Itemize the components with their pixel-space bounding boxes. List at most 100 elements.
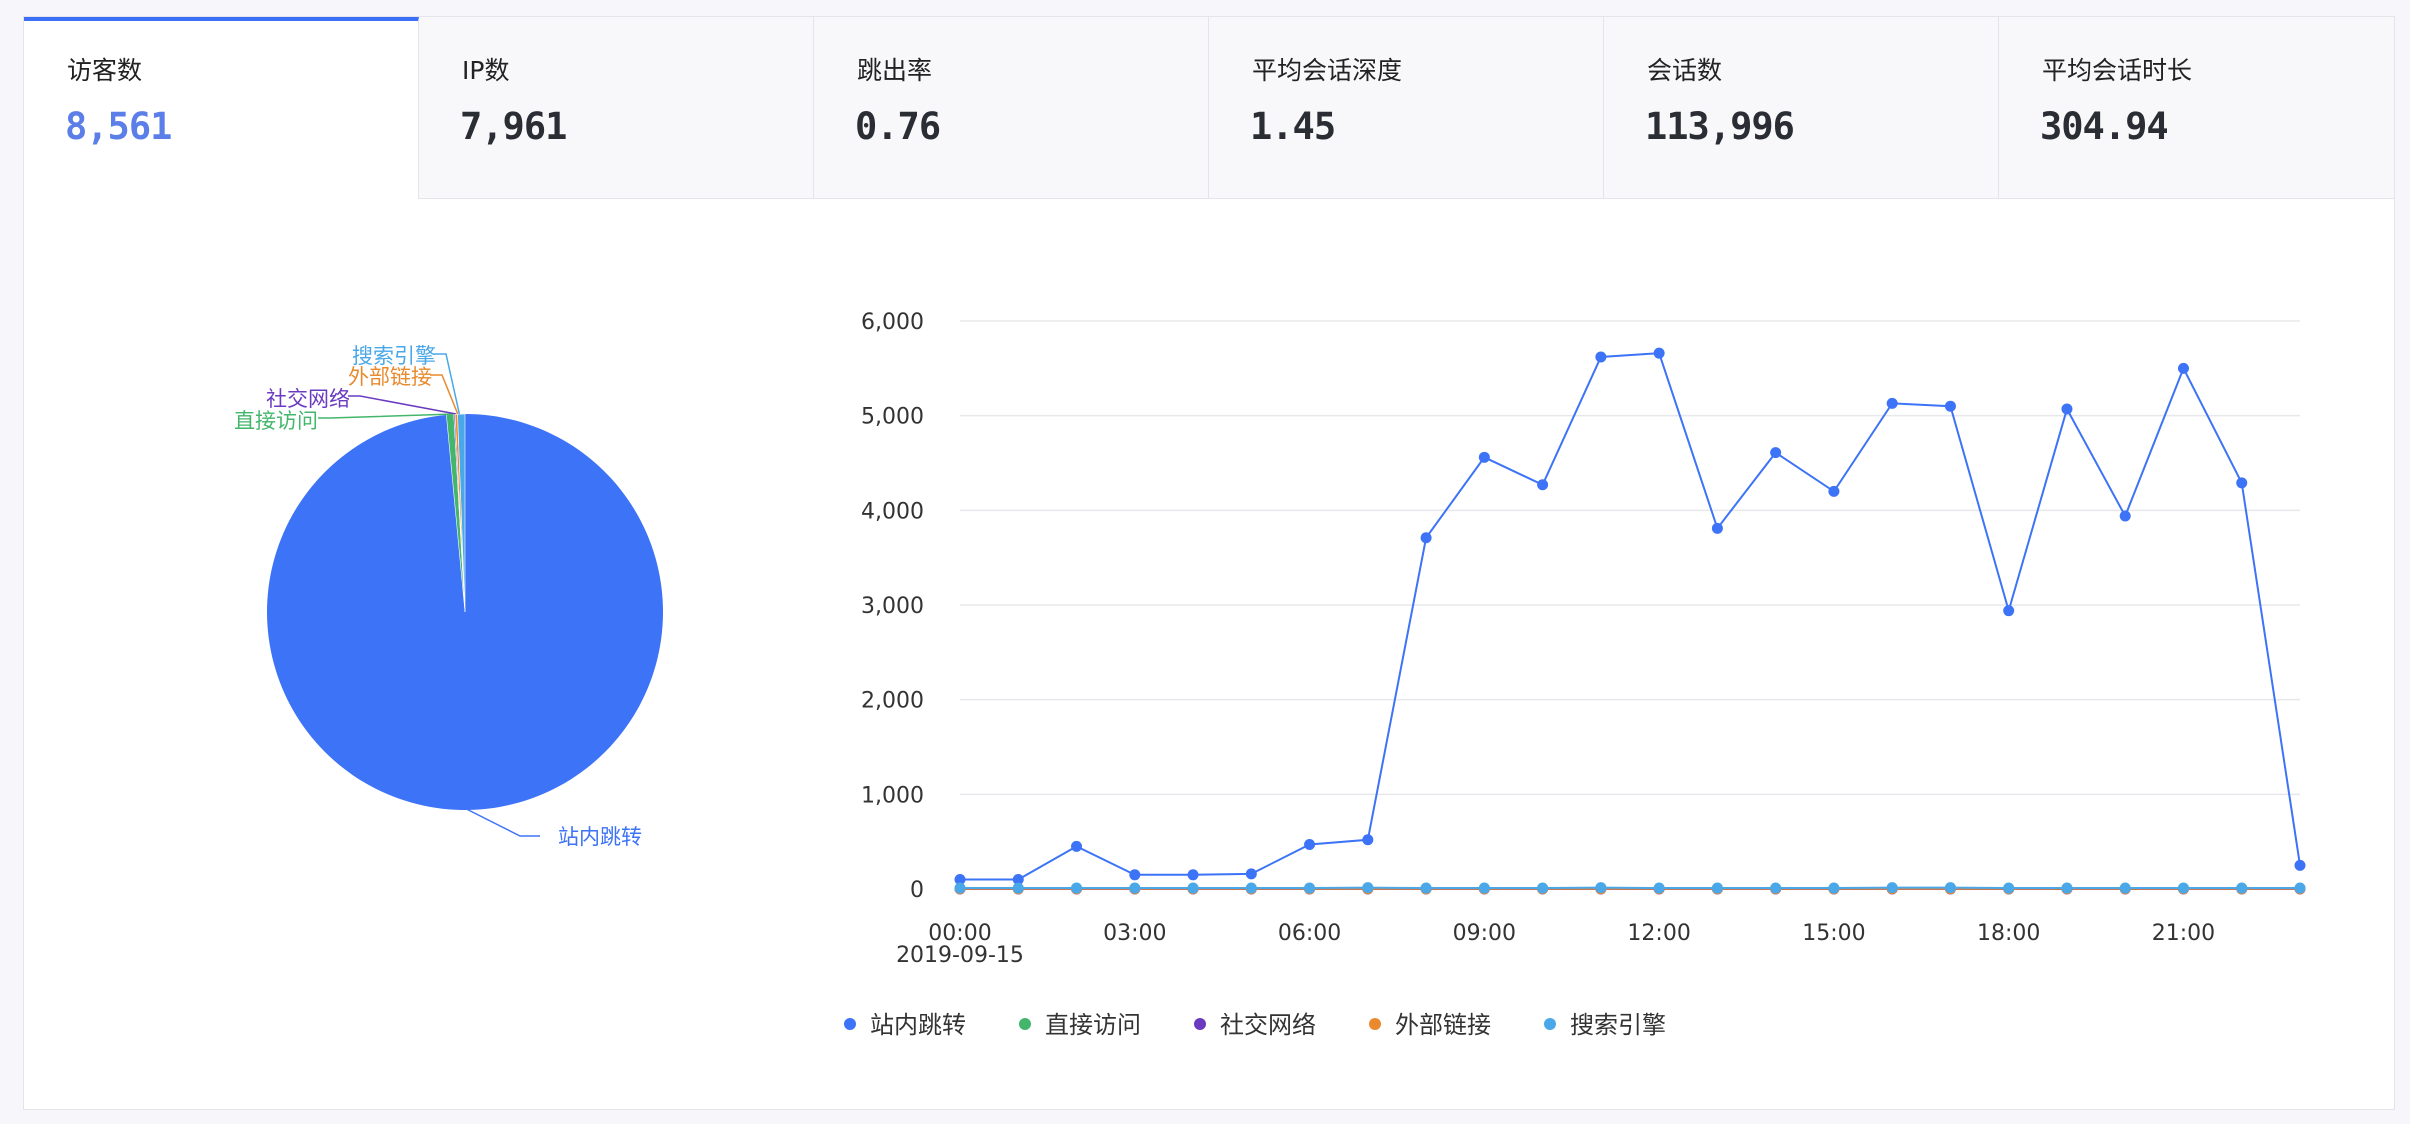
series-0-point[interactable]: [1537, 479, 1549, 491]
series-0-point[interactable]: [1420, 532, 1432, 544]
series-4-point[interactable]: [1653, 882, 1665, 894]
tab-session-depth[interactable]: 平均会话深度 1.45: [1209, 17, 1604, 198]
pie-leader-1: [318, 413, 455, 419]
series-4-point[interactable]: [1944, 882, 1956, 894]
x-tick-label: 18:00: [1977, 921, 2040, 946]
tab-sessions[interactable]: 会话数 113,996: [1604, 17, 1999, 198]
x-tick-label: 21:00: [2152, 921, 2215, 946]
legend-item-4[interactable]: 搜索引擎: [1544, 1011, 1666, 1039]
series-0-point[interactable]: [1245, 868, 1257, 880]
legend-label: 外部链接: [1395, 1011, 1491, 1039]
series-4-point[interactable]: [1420, 882, 1432, 894]
series-4-point[interactable]: [2294, 882, 2306, 894]
x-tick-label: 00:00: [928, 921, 991, 946]
series-0-point[interactable]: [1828, 485, 1840, 497]
y-tick-label: 0: [910, 878, 924, 903]
pie-label-1: 直接访问: [234, 409, 318, 433]
series-4-point[interactable]: [1129, 882, 1141, 894]
series-0-point[interactable]: [1304, 839, 1316, 851]
tab-ip[interactable]: IP数 7,961: [419, 17, 814, 198]
legend-marker: [1369, 1018, 1381, 1030]
series-0-point[interactable]: [2236, 477, 2248, 489]
series-4-point[interactable]: [1012, 882, 1024, 894]
x-tick-label: 12:00: [1627, 921, 1690, 946]
series-0-point[interactable]: [2061, 403, 2073, 415]
series-0-point[interactable]: [1595, 351, 1607, 363]
pie-leader-4: [434, 353, 461, 415]
x-tick-label: 09:00: [1453, 921, 1516, 946]
series-4-point[interactable]: [1711, 882, 1723, 894]
series-4-point[interactable]: [1828, 882, 1840, 894]
legend-label: 社交网络: [1220, 1011, 1316, 1039]
pie-leader-0: [464, 807, 540, 837]
series-4-point[interactable]: [1187, 882, 1199, 894]
legend-label: 搜索引擎: [1570, 1011, 1666, 1039]
series-4-point[interactable]: [1595, 882, 1607, 894]
series-4-point[interactable]: [1886, 882, 1898, 894]
series-4-point[interactable]: [2119, 882, 2131, 894]
series-0-point[interactable]: [2177, 362, 2189, 374]
series-4-point[interactable]: [2236, 882, 2248, 894]
legend-label: 直接访问: [1045, 1011, 1141, 1039]
series-0-point[interactable]: [1944, 400, 1956, 412]
series-4-point[interactable]: [2061, 882, 2073, 894]
series-0-point[interactable]: [1012, 874, 1024, 886]
series-4-point[interactable]: [1071, 882, 1083, 894]
legend-marker: [844, 1018, 856, 1030]
tab-sessions-label: 会话数: [1647, 56, 1723, 85]
y-tick-label: 2,000: [861, 689, 924, 714]
y-tick-label: 6,000: [861, 310, 924, 335]
series-0-point[interactable]: [1362, 834, 1374, 846]
legend-item-0[interactable]: 站内跳转: [844, 1011, 966, 1039]
series-0-point[interactable]: [2119, 510, 2131, 522]
y-tick-label: 4,000: [861, 499, 924, 524]
tab-session-duration-label: 平均会话时长: [2042, 56, 2193, 85]
series-0-point[interactable]: [1071, 840, 1083, 852]
pie-label-3: 外部链接: [348, 365, 432, 389]
y-tick-label: 3,000: [861, 594, 924, 619]
pie-leader-2: [348, 395, 457, 415]
legend-marker: [1544, 1018, 1556, 1030]
x-date-label: 2019-09-15: [896, 943, 1024, 968]
tab-ip-value: 7,961: [460, 105, 567, 148]
tab-bounce-rate-label: 跳出率: [857, 56, 933, 85]
series-0-point[interactable]: [1770, 447, 1782, 459]
series-0-point[interactable]: [2294, 859, 2306, 871]
series-4-point[interactable]: [1537, 882, 1549, 894]
series-0-point[interactable]: [1187, 869, 1199, 881]
tab-bounce-rate-value: 0.76: [855, 105, 941, 148]
series-0-point[interactable]: [954, 874, 966, 886]
x-tick-label: 03:00: [1103, 921, 1166, 946]
x-tick-label: 15:00: [1802, 921, 1865, 946]
tab-ip-label: IP数: [462, 56, 510, 85]
legend-item-1[interactable]: 直接访问: [1019, 1011, 1141, 1039]
series-4-point[interactable]: [1304, 882, 1316, 894]
series-4-point[interactable]: [1478, 882, 1490, 894]
legend-item-3[interactable]: 外部链接: [1369, 1011, 1491, 1039]
series-4-point[interactable]: [1362, 882, 1374, 894]
series-0-point[interactable]: [1653, 347, 1665, 359]
series-0-point[interactable]: [1886, 397, 1898, 409]
series-4-point[interactable]: [1245, 882, 1257, 894]
legend-marker: [1019, 1018, 1031, 1030]
pie-leader-3: [430, 374, 459, 415]
series-0-point[interactable]: [2003, 605, 2015, 617]
series-0-line: [960, 352, 2301, 881]
tab-visitors[interactable]: 访客数 8,561: [24, 17, 419, 199]
series-0-point[interactable]: [1478, 451, 1490, 463]
tab-bounce-rate[interactable]: 跳出率 0.76: [814, 17, 1209, 198]
y-tick-label: 5,000: [861, 405, 924, 430]
pie-slice-4[interactable]: [457, 413, 466, 613]
series-0-point[interactable]: [1129, 869, 1141, 881]
series-4-point[interactable]: [2003, 882, 2015, 894]
tab-session-duration[interactable]: 平均会话时长 304.94: [1999, 17, 2394, 198]
legend-marker: [1194, 1018, 1206, 1030]
series-0-point[interactable]: [1711, 522, 1723, 534]
series-4-point[interactable]: [954, 882, 966, 894]
legend-item-2[interactable]: 社交网络: [1194, 1011, 1316, 1039]
legend-label: 站内跳转: [870, 1011, 966, 1039]
series-4-point[interactable]: [1770, 882, 1782, 894]
series-4-point[interactable]: [2177, 882, 2189, 894]
